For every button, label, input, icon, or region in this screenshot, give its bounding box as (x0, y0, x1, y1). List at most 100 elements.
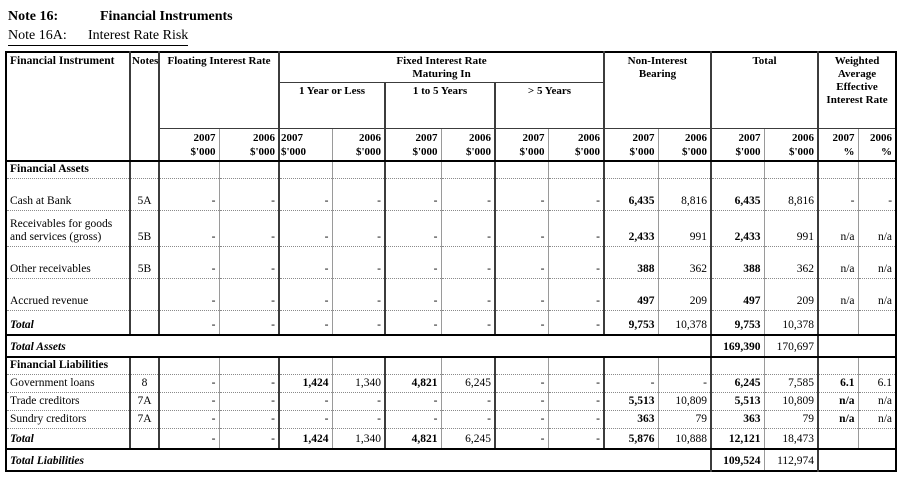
note-ref-cell: 5A (129, 178, 159, 211)
value-cell: - (547, 410, 604, 429)
value-cell (657, 356, 711, 375)
unit-label: $'000 (249, 145, 275, 158)
value-cell: 79 (657, 410, 711, 429)
value-cell: 12,121 (710, 428, 764, 450)
year-label: 2007 (632, 131, 655, 144)
value-cell: 112,974 (763, 448, 819, 471)
value-cell (494, 160, 548, 179)
row-label: Government loans (6, 374, 130, 393)
section-row: Financial Liabilities (6, 356, 897, 375)
value-cell: 497 (603, 278, 658, 311)
value-cell (817, 356, 859, 375)
value-cell: 170,697 (763, 334, 819, 358)
value-cell: - (158, 428, 219, 450)
subnote-title-text: Interest Rate Risk (88, 28, 189, 43)
col-header-1-year-or-less: 1 Year or Less (278, 82, 385, 129)
value-cell (218, 356, 279, 375)
row-label: Sundry creditors (6, 410, 130, 429)
year-col-header: 2006 $'000 (547, 128, 604, 162)
year-col-header: 2007 $'000 (494, 128, 548, 162)
value-cell: - (278, 178, 332, 211)
unit-label: $'000 (574, 145, 600, 158)
unit-label: $'000 (412, 145, 438, 158)
value-cell (384, 356, 441, 375)
note-ref-cell: 7A (129, 410, 159, 429)
value-cell: - (494, 428, 548, 450)
data-row: Other receivables 5B - - - - - - - -388 362 388 362 n… (6, 246, 897, 279)
value-cell (158, 356, 219, 375)
row-label: Total Assets (6, 334, 711, 358)
header-row-years: 2007 $'000 2006 $'000 2007 $'000 2006 $'000 2007… (6, 128, 897, 162)
value-cell: - (440, 246, 495, 279)
value-cell: - (857, 178, 897, 211)
subtitle-underline: Note 16A: Interest Rate Risk (8, 28, 189, 46)
value-cell: - (494, 410, 548, 429)
value-cell: - (158, 374, 219, 393)
value-cell: - (603, 374, 658, 393)
note-number-label: Note 16: (8, 9, 59, 24)
value-cell: 209 (763, 278, 819, 311)
year-col-header: 2007 $'000 (158, 128, 219, 162)
value-cell: - (218, 246, 279, 279)
row-label: Total (6, 310, 130, 336)
data-row: Government loans 8- -1,424 1,340 4,821 6,245-… (6, 374, 897, 393)
value-cell: n/a (857, 392, 897, 411)
year-label: 2006 (792, 131, 815, 144)
value-cell: 1,424 (278, 374, 332, 393)
value-cell: - (384, 246, 441, 279)
value-cell: - (158, 278, 219, 311)
row-label: Accrued revenue (6, 278, 130, 311)
value-cell: 4,821 (384, 428, 441, 450)
year-label: 2007 (738, 131, 761, 144)
year-label: 2006 (578, 131, 600, 144)
value-cell: - (384, 210, 441, 247)
subnote-number-label: Note 16A: (8, 28, 67, 43)
value-cell: 2,433 (710, 210, 764, 247)
value-cell: 6.1 (857, 374, 897, 393)
value-cell: - (384, 410, 441, 429)
value-cell: 991 (763, 210, 819, 247)
value-cell (278, 160, 332, 179)
value-cell: - (494, 278, 548, 311)
value-cell: - (331, 178, 385, 211)
value-cell: 169,390 (710, 334, 764, 358)
value-cell: 8,816 (763, 178, 819, 211)
value-cell: - (494, 374, 548, 393)
interest-rate-risk-table: Financial Instrument Notes Floating Inte… (5, 51, 898, 472)
value-cell: 10,378 (763, 310, 819, 336)
value-cell (331, 356, 385, 375)
data-row: Sundry creditors 7A - - - - - - - -363 79 363 79 n/a n… (6, 410, 897, 429)
value-cell: n/a (817, 410, 859, 429)
value-cell: - (384, 278, 441, 311)
value-cell: 5,513 (603, 392, 658, 411)
col-header-notes: Notes (129, 52, 159, 162)
header-row-maturity: 1 Year or Less 1 to 5 Years > 5 Years (6, 82, 896, 129)
fixed-rate-line1: Fixed Interest Rate (396, 55, 487, 67)
value-cell: - (494, 178, 548, 211)
year-label: 2006 (469, 131, 491, 144)
value-cell: - (440, 410, 495, 429)
year-col-header: 2007% (817, 128, 859, 162)
value-cell: n/a (817, 392, 859, 411)
value-cell: - (547, 246, 604, 279)
header-row-groups: Financial Instrument Notes Floating Inte… (6, 52, 897, 162)
value-cell: 497 (710, 278, 764, 311)
value-cell: - (494, 246, 548, 279)
empty-cell (817, 448, 897, 471)
row-label: Financial Assets (6, 160, 130, 179)
value-cell: - (331, 246, 385, 279)
page-title: Note 16: Financial Instruments (8, 9, 900, 25)
value-cell: - (278, 278, 332, 311)
value-cell (440, 356, 495, 375)
total-row: Total - -1,424 1,340 4,821 6,245- -5,876 10,888… (6, 428, 897, 450)
col-header-over-5-years: > 5 Years (494, 82, 604, 129)
value-cell: n/a (817, 278, 859, 311)
value-cell (763, 160, 819, 179)
value-cell (857, 428, 897, 450)
value-cell (384, 160, 441, 179)
note-ref-cell: 5B (129, 246, 159, 279)
value-cell: 9,753 (710, 310, 764, 336)
value-cell: - (331, 210, 385, 247)
value-cell: 8,816 (657, 178, 711, 211)
year-col-header: 2007 $'000 (710, 128, 764, 162)
